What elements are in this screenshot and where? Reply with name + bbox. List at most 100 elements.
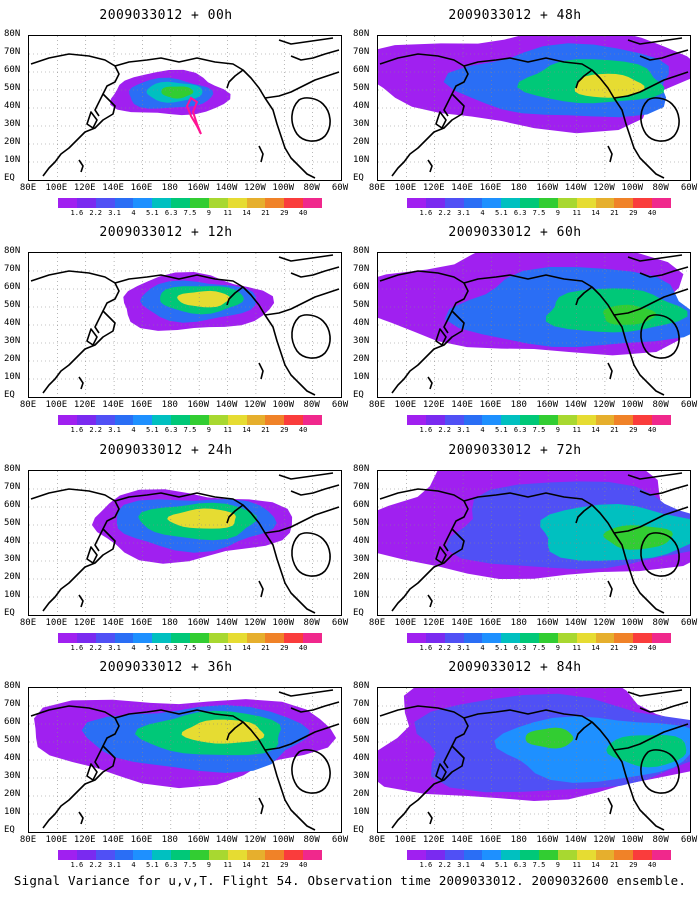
longitude-label: 160W <box>187 183 210 193</box>
colorbar-tick-label: 40 <box>298 644 308 652</box>
latitude-label: EQ <box>353 825 364 835</box>
colorbar-tick-label: 29 <box>629 644 638 652</box>
latitude-label: 50N <box>4 518 21 528</box>
colorbar-tick-label: 3.1 <box>108 209 121 217</box>
colorbar-swatch <box>557 850 577 860</box>
colorbar-tick-label: 3.1 <box>108 644 121 652</box>
colorbar-swatch <box>501 633 521 643</box>
colorbar-swatch <box>265 850 285 860</box>
coastline <box>379 270 469 394</box>
latitude-label: 10N <box>353 155 370 165</box>
latitude-label: 70N <box>4 482 21 492</box>
colorbar-tick-label: 21 <box>610 644 619 652</box>
colorbar-tick-label: 1.6 <box>70 861 84 869</box>
colorbar-swatch <box>633 850 653 860</box>
variance-map <box>29 36 341 180</box>
coastline <box>94 310 104 334</box>
colorbar-tick-label: 6.3 <box>164 426 178 434</box>
colorbar-swatch <box>463 415 483 425</box>
coastline <box>607 580 613 598</box>
colorbar-swatch <box>227 850 247 860</box>
longitude-label: 60W <box>331 835 349 845</box>
coastline <box>290 484 340 496</box>
map-frame <box>28 252 342 398</box>
colorbar-swatch <box>595 198 615 208</box>
colorbar-swatch <box>425 415 445 425</box>
longitude-label: 160W <box>187 400 210 410</box>
latitude-label: 20N <box>353 354 370 364</box>
colorbar <box>407 633 672 643</box>
latitude-labels: 80N 70N 60N 50N 40N 30N 20N 10N EQ <box>4 464 26 618</box>
colorbar-swatch <box>539 850 558 860</box>
colorbar-swatch <box>171 850 191 860</box>
longitude-label: 100W <box>621 183 644 193</box>
latitude-label: 40N <box>353 536 370 546</box>
colorbar-tick-label: 11 <box>223 209 232 217</box>
colorbar-tick-label: 5.1 <box>494 209 508 217</box>
colorbar-swatch <box>482 198 502 208</box>
coastline <box>575 721 593 741</box>
colorbar-tick-label: 2.2 <box>438 861 452 869</box>
flight-track <box>185 96 202 135</box>
colorbar-swatch <box>407 850 426 860</box>
longitude-label: 180 <box>161 835 178 845</box>
colorbar-tick-label: 1.6 <box>419 644 433 652</box>
latitude-label: 20N <box>353 572 370 582</box>
latitude-label: 60N <box>353 65 370 75</box>
colorbar-tick-label: 11 <box>223 426 232 434</box>
colorbar-swatch <box>501 850 521 860</box>
colorbar-tick-label: 11 <box>223 861 232 869</box>
coastline <box>640 749 680 794</box>
colorbar <box>58 633 323 643</box>
colorbar-tick-label: 14 <box>591 644 600 652</box>
longitude-label: 160E <box>130 183 153 193</box>
latitude-label: 70N <box>353 482 370 492</box>
coastline <box>613 723 689 751</box>
latitude-labels: 80N 70N 60N 50N 40N 30N 20N 10N EQ <box>353 681 375 835</box>
longitude-label: 100W <box>272 400 295 410</box>
colorbar-swatch <box>284 850 304 860</box>
longitude-label: 120W <box>244 835 266 845</box>
latitude-label: 60N <box>4 282 21 292</box>
colorbar <box>58 415 323 425</box>
colorbar-swatch <box>208 850 228 860</box>
latitude-label: EQ <box>353 608 364 618</box>
colorbar-tick-label: 9 <box>555 426 560 434</box>
colorbar-swatch <box>114 850 134 860</box>
map-panel-36h: 2009033012 + 36h 80N 70N 60N 50N 40N 30N 20N 10N… <box>4 660 348 870</box>
colorbar-swatch <box>190 198 209 208</box>
colorbar <box>407 198 672 208</box>
panel-title: 2009033012 + 24h <box>99 443 233 458</box>
colorbar-swatch <box>444 633 464 643</box>
colorbar-swatch <box>227 415 247 425</box>
longitude-label: 100W <box>621 618 644 628</box>
longitude-label: 120E <box>73 400 96 410</box>
variance-contour-14 <box>574 73 645 98</box>
colorbar-tick-label: 21 <box>261 209 270 217</box>
longitude-label: 140E <box>451 400 473 410</box>
colorbar-tick-label: 7.5 <box>532 209 546 217</box>
longitude-label: 120W <box>593 618 615 628</box>
coastline <box>435 111 447 129</box>
latitude-label: 80N <box>353 29 370 39</box>
latitude-label: 60N <box>4 717 21 727</box>
longitude-label: 160W <box>536 835 559 845</box>
colorbar-swatch <box>227 633 247 643</box>
colorbar-swatch <box>133 850 153 860</box>
longitude-label: 180 <box>161 618 178 628</box>
longitude-label: 180 <box>510 618 527 628</box>
latitude-label: 20N <box>4 137 21 147</box>
longitude-label: 160E <box>479 835 502 845</box>
longitude-label: 80E <box>19 400 37 410</box>
longitude-label: 160E <box>130 400 153 410</box>
colorbar-tick-label: 5.1 <box>494 644 508 652</box>
map-panel-12h: 2009033012 + 12h 80N 70N 60N 50N 40N 30N 20N 10N… <box>4 225 348 435</box>
coastline <box>427 159 433 173</box>
latitude-label: 80N <box>4 464 21 474</box>
colorbar-tick-label: 3.1 <box>108 861 121 869</box>
map-panel-24h: 2009033012 + 24h 80N 70N 60N 50N 40N 30N 20N 10N… <box>4 443 348 653</box>
longitude-label: 140E <box>102 183 124 193</box>
longitude-label: 120E <box>422 835 445 845</box>
longitude-label: 80W <box>652 618 669 628</box>
longitude-labels: 80E 100E 120E 140E 160E 180 160W 140W 120W 100W 80… <box>20 183 348 193</box>
